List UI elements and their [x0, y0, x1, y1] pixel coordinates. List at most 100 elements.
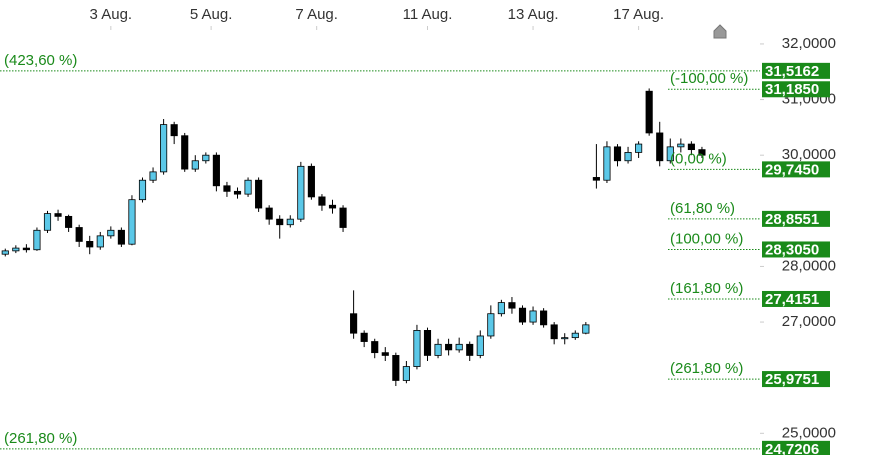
candle-body [635, 143, 643, 153]
candle-body [677, 143, 685, 148]
candle-body [381, 352, 389, 356]
candle-body [191, 160, 199, 170]
candle-body [86, 241, 94, 248]
candle-body [160, 124, 168, 173]
candle-body [339, 207, 347, 228]
candle-body [202, 154, 210, 162]
price-box-label: 28,8551 [765, 211, 819, 228]
candle-body [212, 154, 220, 187]
candle-body [286, 218, 294, 226]
candle-body [65, 215, 73, 228]
price-box-label: 31,1850 [765, 81, 819, 98]
candle-body [43, 213, 52, 231]
price-box-label: 24,7206 [765, 441, 819, 455]
candle-body [603, 146, 611, 181]
candle-body [624, 152, 632, 162]
candle-body [244, 179, 252, 195]
candle-body [550, 324, 558, 340]
candle-body [128, 199, 136, 245]
home-icon[interactable] [713, 24, 727, 39]
price-box [762, 161, 830, 178]
candle-body [666, 146, 674, 162]
y-tick-label: 27,0000 [782, 313, 836, 330]
price-box-label: 31,5162 [765, 63, 819, 80]
candle-body [487, 313, 495, 337]
candle-body [518, 307, 527, 323]
candle-body [698, 149, 706, 156]
price-box [762, 210, 830, 227]
fib-level-label: (161,80 %) [670, 280, 743, 297]
candle-body [392, 355, 400, 381]
candle-body [455, 343, 463, 351]
price-box-label: 28,3050 [765, 241, 819, 258]
candle-body [233, 190, 242, 195]
candle-body [117, 229, 125, 245]
candle-body [12, 247, 20, 252]
fib-level-label: (423,60 %) [4, 52, 77, 69]
x-tick-label: 5 Aug. [190, 6, 233, 23]
x-tick-label: 11 Aug. [403, 6, 453, 23]
price-box-label: 25,9751 [765, 371, 819, 388]
candle-body [402, 366, 410, 381]
fib-level-label: (0,00 %) [670, 150, 727, 167]
fib-level-label: (261,80 %) [670, 360, 743, 377]
candle-body [529, 310, 537, 323]
candle-body [328, 204, 337, 209]
price-box [762, 440, 830, 455]
fib-level-label: (100,00 %) [670, 230, 743, 247]
candle-body [276, 218, 284, 226]
price-box [762, 81, 830, 98]
candle-body [656, 132, 664, 162]
y-tick-label: 28,0000 [782, 257, 836, 274]
price-box [762, 62, 830, 79]
price-box [762, 290, 830, 307]
price-box-label: 27,4151 [765, 291, 819, 308]
candle-body [540, 310, 548, 326]
candle-body [138, 179, 147, 201]
candle-body [255, 179, 263, 209]
candle-body [508, 302, 516, 309]
candle-body [297, 165, 305, 220]
candle-body [54, 213, 62, 217]
y-tick-label: 25,0000 [782, 424, 836, 441]
candle-body [223, 185, 231, 192]
candle-body [307, 165, 315, 198]
candle-body [371, 341, 379, 354]
candle-body [1, 250, 9, 255]
candle-body [592, 177, 600, 181]
price-box-label: 29,7450 [765, 161, 819, 178]
candle-body [497, 302, 505, 315]
candle-body [265, 207, 273, 220]
candle-body [170, 124, 178, 137]
price-box [762, 241, 830, 258]
x-tick-label: 3 Aug. [90, 6, 133, 23]
candle-body [22, 247, 30, 251]
candle-body [645, 90, 653, 134]
candle-body [75, 227, 83, 242]
y-tick-label: 32,0000 [782, 35, 836, 52]
candle-body [413, 330, 421, 367]
y-tick-label: 30,0000 [782, 146, 836, 163]
candle-body [687, 143, 695, 151]
price-box [762, 371, 830, 388]
fib-level-label: (-100,00 %) [670, 70, 748, 87]
candle-body [360, 332, 368, 342]
candle-body [466, 343, 474, 356]
x-tick-label: 17 Aug. [613, 6, 664, 23]
candle-body [445, 343, 453, 351]
candle-body [582, 324, 590, 334]
x-tick-label: 7 Aug. [295, 6, 338, 23]
candle-body [149, 171, 157, 181]
candle-body [561, 337, 569, 340]
candle-body [476, 335, 484, 356]
candle-body [33, 229, 41, 251]
candle-body [318, 196, 326, 206]
candle-body [613, 146, 622, 162]
fib-level-label: (261,80 %) [4, 430, 77, 447]
candle-body [107, 229, 115, 237]
fib-level-label: (61,80 %) [670, 200, 735, 217]
candle-body [181, 135, 189, 170]
candle-body [434, 343, 442, 356]
